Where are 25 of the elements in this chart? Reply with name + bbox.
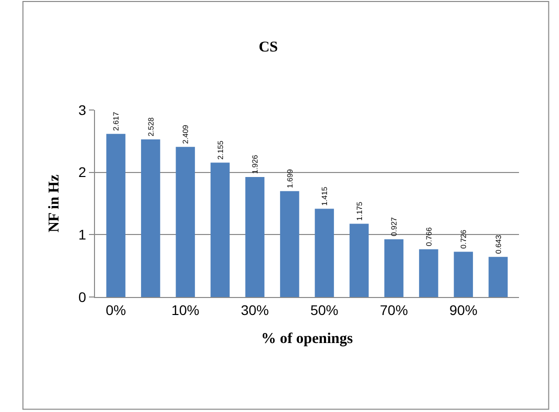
y-tick-label: 2	[78, 164, 86, 180]
bar	[176, 146, 195, 297]
bar	[280, 191, 300, 297]
x-axis-title: % of openings	[261, 330, 354, 347]
bar	[384, 239, 404, 297]
bar	[419, 249, 438, 297]
bar	[488, 256, 508, 297]
bar	[245, 176, 264, 297]
bar	[454, 252, 473, 297]
y-tick-label: 1	[78, 226, 86, 243]
x-tick-label: 90%	[449, 302, 478, 318]
bar	[141, 139, 160, 297]
x-tick-label: 70%	[380, 302, 408, 318]
x-tick-label: 30%	[240, 302, 269, 318]
y-axis-title: NF in Hz	[46, 174, 63, 232]
x-tick-label: 10%	[171, 302, 200, 318]
bar	[314, 208, 334, 297]
bar	[106, 134, 126, 297]
x-tick-label: 0%	[106, 302, 126, 318]
bar	[210, 162, 230, 297]
y-tick-label: 3	[78, 102, 86, 118]
chart-title: CS	[258, 40, 278, 56]
bar	[350, 224, 369, 297]
y-tick-label: 0	[78, 288, 86, 305]
x-tick-label: 50%	[310, 302, 338, 318]
